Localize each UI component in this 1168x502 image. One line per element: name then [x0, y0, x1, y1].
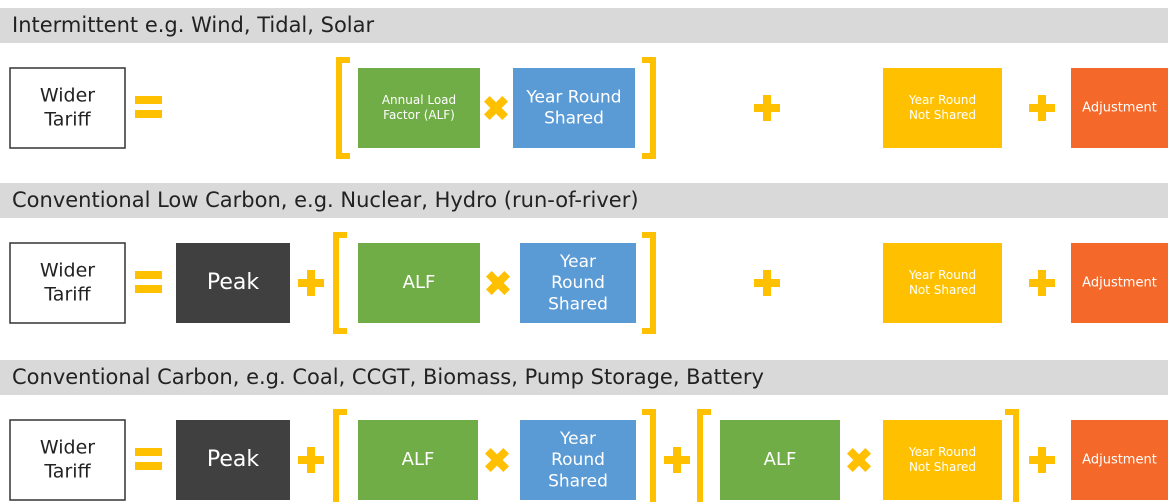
term-label: Shared [548, 471, 608, 491]
term-label: Adjustment [1082, 101, 1157, 116]
section-header-bg [0, 8, 1168, 43]
plus-sign [1029, 270, 1055, 296]
term-box [883, 68, 1002, 148]
times-sign-bar [485, 270, 511, 296]
term-label: ALF [402, 449, 435, 470]
term-box [9, 242, 126, 324]
term-label: Round [551, 273, 605, 293]
term-box [513, 68, 635, 148]
term-label: ALF [764, 449, 797, 470]
plus-sign-bar [307, 447, 315, 473]
term-label: Year Round [525, 87, 621, 107]
times-sign-bar [484, 447, 510, 473]
term-label: Adjustment [1082, 453, 1157, 468]
term-label: Shared [544, 109, 604, 129]
bracket-right [642, 232, 656, 334]
term-label: Year Round [908, 93, 976, 107]
term-box [176, 243, 290, 323]
section-header-bg [0, 360, 1168, 395]
equals-bar [135, 462, 162, 470]
term-box [883, 420, 1002, 500]
term-box [1071, 243, 1168, 323]
plus-sign-bar [1038, 95, 1046, 121]
plus-sign [298, 447, 324, 473]
section-header: Conventional Carbon, e.g. Coal, CCGT, Bi… [12, 365, 764, 389]
equals-bar [135, 271, 162, 279]
term-label: Year [559, 252, 596, 272]
term-label: Tariff [43, 283, 91, 305]
term-box [358, 243, 480, 323]
plus-sign-bar [763, 270, 771, 296]
term-box [520, 420, 636, 500]
term-box [358, 420, 478, 500]
plus-sign-bar [763, 95, 771, 121]
term-label: Not Shared [909, 283, 976, 297]
bracket-left [697, 409, 711, 502]
equals-bar [135, 96, 162, 104]
term-label: Year Round [908, 268, 976, 282]
plus-sign [1029, 447, 1055, 473]
term-label: Annual Load [382, 93, 456, 107]
term-label: Not Shared [909, 108, 976, 122]
term-label: Wider [40, 85, 95, 107]
section-header: Conventional Low Carbon, e.g. Nuclear, H… [12, 188, 639, 212]
times-sign [485, 270, 511, 296]
plus-sign-bar [307, 270, 315, 296]
bracket-right [642, 57, 656, 159]
bracket-right [1005, 409, 1019, 502]
term-label: Peak [207, 270, 259, 295]
plus-sign-bar [673, 447, 681, 473]
term-box [1071, 68, 1168, 148]
term-label: Peak [207, 447, 259, 472]
term-box [9, 419, 126, 501]
term-box [520, 243, 636, 323]
equals-bar [135, 448, 162, 456]
term-box [9, 67, 126, 149]
term-box [176, 420, 290, 500]
term-label: Factor (ALF) [383, 108, 455, 122]
term-label: Year [559, 429, 596, 449]
equals-bar [135, 285, 162, 293]
term-box [883, 243, 1002, 323]
plus-sign [1029, 95, 1055, 121]
bracket-left [333, 409, 347, 502]
times-sign-bar [846, 447, 872, 473]
plus-sign [754, 270, 780, 296]
term-label: Shared [548, 294, 608, 314]
term-label: Wider [40, 260, 95, 282]
term-label: Year Round [908, 445, 976, 459]
times-sign [483, 95, 509, 121]
term-box [720, 420, 840, 500]
plus-sign-bar [1038, 447, 1046, 473]
term-box [1071, 420, 1168, 500]
term-label: ALF [403, 272, 436, 293]
bracket-left [333, 232, 347, 334]
section-header-bg [0, 183, 1168, 218]
term-label: Wider [40, 437, 95, 459]
plus-sign [754, 95, 780, 121]
bracket-left [336, 57, 350, 159]
term-box [358, 68, 480, 148]
plus-sign [298, 270, 324, 296]
term-label: Tariff [43, 460, 91, 482]
times-sign [484, 447, 510, 473]
equals-bar [135, 110, 162, 118]
plus-sign-bar [1038, 270, 1046, 296]
term-label: Not Shared [909, 460, 976, 474]
term-label: Adjustment [1082, 276, 1157, 291]
bracket-right [642, 409, 656, 502]
section-header: Intermittent e.g. Wind, Tidal, Solar [12, 13, 375, 37]
term-label: Tariff [43, 108, 91, 130]
times-sign [846, 447, 872, 473]
term-label: Round [551, 450, 605, 470]
times-sign-bar [483, 95, 509, 121]
plus-sign [664, 447, 690, 473]
